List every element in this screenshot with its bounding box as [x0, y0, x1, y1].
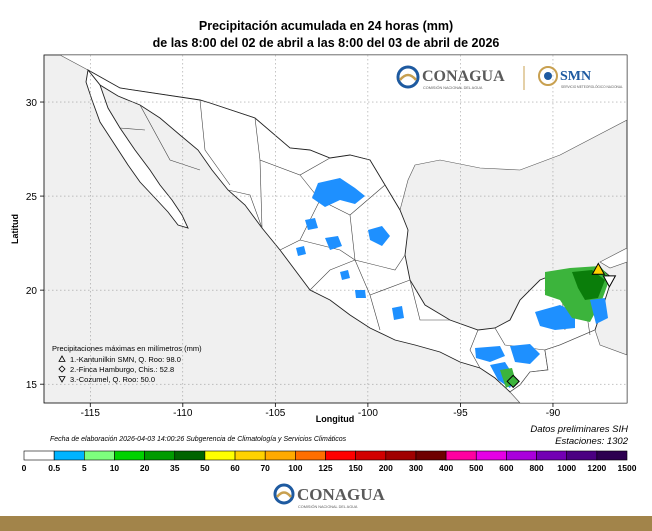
- graticule: [44, 55, 627, 403]
- rain-chiapas: [510, 344, 540, 364]
- footer-logo-subtext: COMISIÓN NACIONAL DEL AGUA: [298, 504, 358, 509]
- conagua-emblem-icon: [396, 65, 420, 89]
- map-area: [43, 54, 628, 404]
- rain-central-1: [340, 270, 350, 280]
- x-tick-label: -105: [265, 408, 285, 419]
- fecha-elaboracion: Fecha de elaboración 2026-04-03 14:00:26…: [50, 436, 347, 443]
- smn-sun-icon: [538, 66, 558, 86]
- rain-yucatan-blue: [535, 305, 575, 330]
- rain-yucatan-blue-east: [590, 298, 608, 324]
- footer-band: [0, 516, 652, 531]
- conagua-logo-footer: CONAGUA COMISIÓN NACIONAL DEL AGUA: [273, 483, 386, 509]
- smn-logo: SMN SERVICIO METEOROLÓGICO NACIONAL: [538, 66, 623, 89]
- conagua-logo-top: CONAGUA COMISIÓN NACIONAL DEL AGUA: [396, 65, 505, 90]
- rain-zacatecas: [325, 236, 342, 250]
- max-station-markers: [506, 262, 617, 389]
- maxima-item-3: 3.-Cozumel, Q. Roo: 50.0: [70, 375, 155, 384]
- x-tick-label: -100: [358, 408, 378, 419]
- maxima-item-2: 2.-Finca Hamburgo, Chis.: 52.8: [70, 365, 174, 374]
- conagua-logo-subtext: COMISIÓN NACIONAL DEL AGUA: [423, 85, 483, 90]
- x-tick-label: -115: [81, 408, 101, 419]
- rain-areas: [296, 178, 610, 388]
- conagua-footer-emblem-icon: [273, 483, 295, 505]
- maxima-heading: Precipitaciones máximas en milímetros (m…: [52, 344, 202, 353]
- rain-coahuila: [312, 178, 365, 207]
- maxima-marker-2: [58, 365, 66, 373]
- smn-logo-subtext: SERVICIO METEOROLÓGICO NACIONAL: [561, 84, 623, 89]
- rain-veracruz: [392, 306, 404, 320]
- maxima-marker-1: [58, 355, 66, 362]
- datos-preliminares: Datos preliminares SIH: [530, 424, 628, 435]
- y-axis-label: Latitud: [10, 214, 20, 244]
- rain-central-2: [355, 290, 366, 298]
- x-tick-label: -95: [453, 408, 468, 419]
- x-axis-label: Longitud: [316, 414, 354, 424]
- chart-subtitle: de las 8:00 del 02 de abril a las 8:00 d…: [152, 36, 500, 50]
- y-tick-labels: 15 20 25 30: [26, 98, 44, 391]
- baja-california-land: [85, 68, 189, 229]
- footer-logo-text: CONAGUA: [297, 485, 386, 504]
- x-tick-label: -90: [546, 408, 561, 419]
- conagua-logo-text: CONAGUA: [422, 68, 505, 85]
- y-tick-label: 20: [26, 286, 38, 297]
- central-america-land: [509, 329, 627, 403]
- maxima-items: 1.-Kantunilkin SMN, Q. Roo: 98.02.-Finca…: [58, 355, 181, 384]
- y-tick-label: 25: [26, 192, 38, 203]
- maxima-legend: Precipitaciones máximas en milímetros (m…: [52, 344, 202, 384]
- estaciones-count: Estaciones: 1302: [555, 436, 628, 447]
- rain-tabasco: [475, 346, 505, 362]
- maxima-marker-3: [58, 376, 66, 383]
- maxima-item-1: 1.-Kantunilkin SMN, Q. Roo: 98.0: [70, 355, 181, 364]
- rain-nuevo-leon: [368, 226, 390, 246]
- smn-spiral-icon: [544, 72, 552, 80]
- y-tick-label: 15: [26, 380, 38, 391]
- chart-title: Precipitación acumulada en 24 horas (mm): [198, 19, 454, 33]
- station-marker-3: [602, 275, 617, 288]
- y-tick-label: 30: [26, 98, 38, 109]
- smn-logo-text: SMN: [560, 69, 591, 84]
- station-marker-1: [591, 262, 606, 275]
- rain-sinaloa: [296, 246, 306, 256]
- x-tick-label: -110: [173, 408, 193, 419]
- cuba-land: [599, 247, 627, 269]
- station-marker-2: [506, 374, 520, 389]
- x-tick-labels: -115 -110 -105 -100 -95 -90: [81, 403, 561, 419]
- rain-durango: [305, 218, 318, 230]
- rain-yucatan-darkgreen: [572, 270, 605, 300]
